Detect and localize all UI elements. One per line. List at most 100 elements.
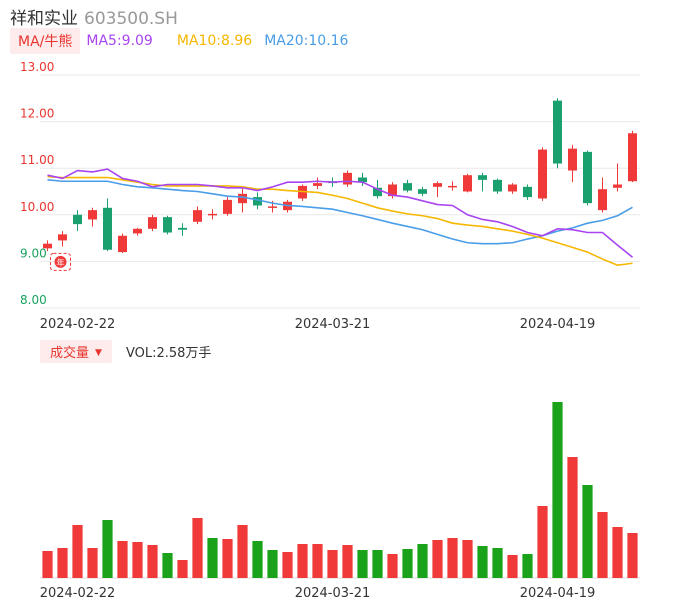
candle-body xyxy=(268,206,277,208)
volume-x-tick-label: 2024-02-22 xyxy=(40,586,116,601)
candle-body xyxy=(403,183,412,191)
candle-body xyxy=(463,175,472,192)
volume-bar xyxy=(552,402,563,578)
candle-body xyxy=(58,234,67,241)
volume-legend: 成交量 ▼ VOL:2.58万手 xyxy=(40,339,212,363)
candle-body xyxy=(433,183,442,187)
volume-bar xyxy=(387,554,398,578)
candle-body xyxy=(88,210,97,220)
volume-bar xyxy=(372,550,383,578)
volume-bar xyxy=(102,520,113,578)
volume-bar xyxy=(357,550,368,578)
candle-body xyxy=(418,189,427,194)
x-tick-label: 2024-03-21 xyxy=(295,317,371,332)
volume-bar xyxy=(222,539,233,578)
volume-bar xyxy=(432,540,443,578)
volume-bar xyxy=(162,553,173,578)
ma20-value: MA20:10.16 xyxy=(264,33,349,49)
volume-value: VOL:2.58万手 xyxy=(125,345,212,361)
volume-bar xyxy=(132,542,143,578)
candle-body xyxy=(43,243,52,249)
x-tick-label: 2024-04-19 xyxy=(520,317,596,332)
volume-bar xyxy=(627,533,638,578)
volume-bar xyxy=(267,550,278,578)
volume-bar xyxy=(492,548,503,578)
candle-body xyxy=(568,148,577,171)
volume-bar xyxy=(237,525,248,578)
candle-body xyxy=(388,184,397,197)
volume-bar xyxy=(342,545,353,578)
candle-body xyxy=(343,172,352,185)
candle-body xyxy=(493,179,502,192)
candle-body xyxy=(313,183,322,186)
marker-badge-icon xyxy=(54,255,67,268)
volume-bar xyxy=(312,544,323,578)
volume-bar xyxy=(447,538,458,578)
ma10-value: MA10:8.96 xyxy=(176,33,253,49)
ma-selector-button[interactable]: MA/牛熊 xyxy=(10,28,81,54)
candle-body xyxy=(478,175,487,180)
candle-body xyxy=(103,207,112,250)
ma20-line xyxy=(47,179,633,245)
volume-bar xyxy=(147,545,158,578)
volume-selector-label: 成交量 xyxy=(50,345,90,361)
volume-x-tick-label: 2024-04-19 xyxy=(520,586,596,601)
candle-body xyxy=(208,213,217,216)
candle-body xyxy=(73,214,82,225)
y-tick-label: 9.00 xyxy=(20,246,47,260)
volume-bar xyxy=(72,525,83,578)
candle-body xyxy=(613,184,622,188)
volume-bar xyxy=(42,551,53,578)
volume-bar xyxy=(117,541,128,578)
y-tick-label: 11.00 xyxy=(20,153,54,167)
volume-bar xyxy=(537,506,548,578)
volume-bar xyxy=(177,560,188,578)
stock-title: 祥和实业 603500.SH xyxy=(10,4,178,29)
candle-body xyxy=(163,217,172,233)
marker-badge-frame xyxy=(50,252,71,271)
volume-bar xyxy=(57,548,68,578)
candle-body xyxy=(223,199,232,214)
candle-body xyxy=(238,193,247,204)
candle-body xyxy=(628,133,637,182)
volume-x-tick-label: 2024-03-21 xyxy=(295,586,371,601)
volume-bar xyxy=(327,550,338,578)
volume-bar xyxy=(282,552,293,578)
candle-body xyxy=(193,210,202,222)
candle-body xyxy=(523,186,532,198)
candle-body xyxy=(448,185,457,188)
candle-body xyxy=(583,151,592,204)
candle-body xyxy=(148,217,157,229)
candle-body xyxy=(133,228,142,234)
y-tick-label: 12.00 xyxy=(20,107,54,121)
volume-selector-button[interactable]: 成交量 ▼ xyxy=(40,339,112,363)
marker-badge-label: 年 xyxy=(57,257,65,267)
candle-body xyxy=(598,189,607,211)
volume-bar xyxy=(417,544,428,578)
volume-bar xyxy=(207,538,218,578)
volume-bar xyxy=(477,546,488,578)
candle-body xyxy=(508,184,517,192)
volume-bar xyxy=(597,512,608,578)
ma-legend: MA/牛熊 MA5:9.09 MA10:8.96 MA20:10.16 xyxy=(10,28,349,54)
volume-bar xyxy=(462,540,473,578)
ma5-line xyxy=(47,168,634,258)
candle-body xyxy=(553,100,562,164)
volume-bar xyxy=(402,549,413,578)
candle-body xyxy=(118,235,127,253)
volume-bar xyxy=(582,485,593,578)
stock-code: 603500.SH xyxy=(84,9,178,29)
candle-body xyxy=(538,149,547,199)
candle-body xyxy=(373,187,382,197)
stock-name: 祥和实业 xyxy=(10,9,78,29)
candle-body xyxy=(178,227,187,230)
y-tick-label: 8.00 xyxy=(20,293,47,307)
volume-bar xyxy=(87,548,98,578)
y-tick-label: 13.00 xyxy=(20,60,54,74)
x-tick-label: 2024-02-22 xyxy=(40,317,116,332)
volume-bar xyxy=(192,518,203,578)
caret-down-icon: ▼ xyxy=(95,347,102,358)
candle-body xyxy=(358,177,367,183)
volume-bar xyxy=(507,555,518,578)
